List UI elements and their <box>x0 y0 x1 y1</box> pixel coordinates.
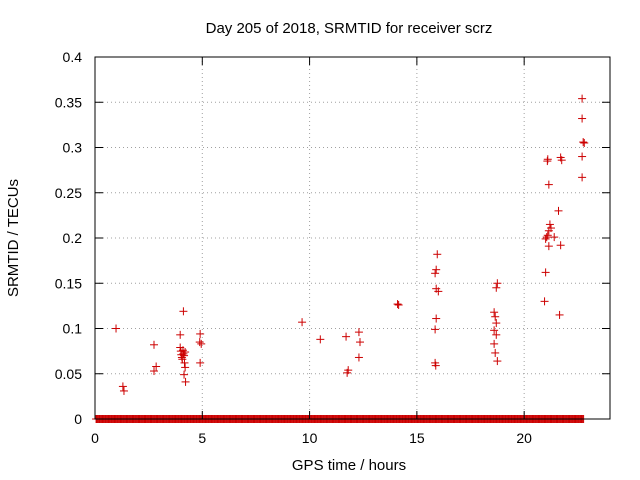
data-point <box>492 283 501 292</box>
y-tick-label: 0.25 <box>55 185 82 201</box>
data-point <box>179 349 188 358</box>
y-tick-label: 0.3 <box>63 140 83 156</box>
y-tick-label: 0.1 <box>63 321 83 337</box>
data-point <box>557 156 566 165</box>
data-point <box>354 328 363 337</box>
data-point <box>541 268 550 277</box>
data-point <box>181 348 190 357</box>
data-point <box>492 330 501 339</box>
data-point <box>543 231 552 240</box>
x-tick-label: 0 <box>91 430 99 446</box>
data-point <box>393 300 402 309</box>
y-axis-label: SRMTID / TECUs <box>5 179 22 297</box>
data-point <box>540 297 549 306</box>
data-point <box>180 358 189 367</box>
data-point <box>181 377 190 386</box>
data-point <box>578 94 587 103</box>
data-point <box>556 241 565 250</box>
data-point <box>394 300 403 309</box>
data-point <box>432 314 441 323</box>
x-tick-label: 5 <box>198 430 206 446</box>
data-point <box>342 332 351 341</box>
x-tick-label: 15 <box>409 430 425 446</box>
data-point <box>196 358 205 367</box>
data-point <box>431 361 440 370</box>
data-point <box>150 367 159 376</box>
data-point <box>343 368 352 377</box>
data-point <box>196 329 205 338</box>
data-point <box>181 363 190 372</box>
data-point <box>431 269 440 278</box>
data-point <box>119 386 128 395</box>
data-point <box>550 233 559 242</box>
plot-frame <box>94 56 611 420</box>
data-point <box>433 250 442 259</box>
x-axis-label: GPS time / hours <box>292 457 406 474</box>
data-point <box>541 234 550 243</box>
data-point <box>354 353 363 362</box>
chart-title: Day 205 of 2018, SRMTID for receiver scr… <box>206 20 493 37</box>
data-points <box>92 94 589 423</box>
data-point <box>432 265 441 274</box>
data-point <box>356 338 365 347</box>
data-point <box>316 335 325 344</box>
axis-ticks: 0 0.05 0.1 0.15 0.2 0.25 0.3 0.35 0.4 0 5 10 15 20 <box>55 49 610 446</box>
data-point <box>176 330 185 339</box>
data-point <box>578 114 587 123</box>
data-point <box>152 362 161 371</box>
y-tick-label: 0 <box>74 411 82 427</box>
data-point <box>178 355 187 364</box>
data-point <box>543 157 552 166</box>
data-point <box>298 318 307 327</box>
data-point <box>578 152 587 161</box>
data-point <box>491 348 500 357</box>
data-point <box>195 338 204 347</box>
data-point <box>431 325 440 334</box>
data-point <box>546 224 555 233</box>
data-point <box>490 326 499 335</box>
data-point <box>150 340 159 349</box>
data-point <box>493 357 502 366</box>
data-point <box>554 206 563 215</box>
y-tick-label: 0.2 <box>63 230 83 246</box>
data-point <box>544 180 553 189</box>
data-point <box>493 279 502 288</box>
data-point <box>579 138 588 147</box>
data-point <box>580 138 589 147</box>
data-point <box>490 339 499 348</box>
data-point <box>434 287 443 296</box>
data-point <box>118 382 127 391</box>
y-tick-label: 0.4 <box>63 49 83 65</box>
data-point <box>180 351 189 360</box>
data-point <box>578 173 587 182</box>
data-point <box>179 307 188 316</box>
y-tick-label: 0.15 <box>55 275 82 291</box>
data-point <box>491 312 500 321</box>
data-point <box>555 310 564 319</box>
data-point <box>112 324 121 333</box>
data-point <box>545 220 554 229</box>
x-tick-label: 20 <box>516 430 532 446</box>
x-tick-label: 10 <box>302 430 318 446</box>
data-point <box>492 319 501 328</box>
data-point <box>544 242 553 251</box>
y-tick-label: 0.35 <box>55 94 82 110</box>
data-point <box>542 233 551 242</box>
y-tick-label: 0.05 <box>55 366 82 382</box>
data-point <box>180 370 189 379</box>
data-point <box>197 339 206 348</box>
data-point <box>490 308 499 317</box>
grid <box>95 57 610 419</box>
